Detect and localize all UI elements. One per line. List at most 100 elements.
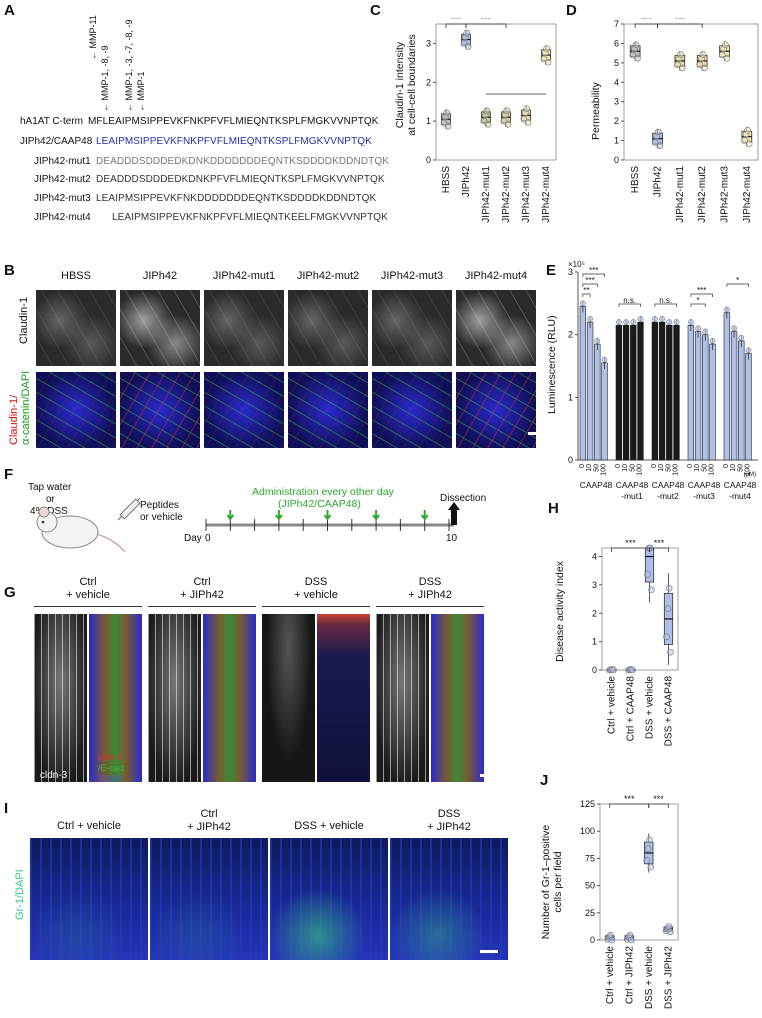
data-point bbox=[643, 857, 651, 864]
bar bbox=[601, 362, 608, 461]
y-tick-label: 5 bbox=[614, 58, 619, 68]
data-point bbox=[659, 316, 665, 322]
y-tick-label: 125 bbox=[580, 799, 595, 809]
seq-row-sequence: MFLEAIPMSIPPEVKFNKPFVFLMIEQNTKSPLFMGKVVN… bbox=[88, 116, 379, 127]
group-label: CAAP48 bbox=[580, 480, 613, 490]
x-tick-label: DSS + vehicle bbox=[644, 946, 655, 1010]
b-column-header: JIPh42-mut4 bbox=[464, 270, 528, 282]
x-tick-label: 10 bbox=[658, 464, 665, 472]
sig-bracket bbox=[609, 803, 650, 808]
y-tick-label: 1 bbox=[592, 637, 597, 647]
x-tick-label: Ctrl + JIPh42 bbox=[624, 946, 635, 1005]
sig-bracket bbox=[465, 23, 507, 28]
sig-label: *** bbox=[624, 794, 635, 804]
admin-arrow bbox=[420, 510, 429, 521]
x-tick-label: HBSS bbox=[441, 166, 452, 194]
data-point bbox=[738, 334, 745, 341]
data-point bbox=[464, 43, 472, 50]
data-point bbox=[723, 54, 731, 62]
b-column-header: JIPh42-mut3 bbox=[380, 270, 444, 282]
sig-bracket bbox=[649, 547, 669, 552]
data-point bbox=[674, 61, 681, 69]
y-tick-label: 0 bbox=[590, 935, 595, 945]
sig-bracket bbox=[611, 547, 650, 552]
data-point bbox=[623, 319, 629, 325]
data-point bbox=[483, 107, 490, 115]
panel-c-ylabel-line2: at cell-cell boundaries bbox=[406, 34, 418, 136]
b-claudin1-image bbox=[36, 290, 116, 366]
x-tick-label: 0 bbox=[723, 464, 730, 468]
b-merge-image bbox=[372, 372, 452, 448]
x-tick-label: 100 bbox=[637, 464, 644, 476]
seq-row-label: JIPh42-mut4 bbox=[34, 212, 91, 223]
data-point bbox=[665, 923, 673, 930]
y-tick-label: 0 bbox=[426, 155, 431, 165]
data-point bbox=[632, 41, 640, 48]
data-point bbox=[443, 109, 451, 116]
panel-j-ylabel-line1: Number of Gr-1–positive bbox=[540, 824, 552, 940]
seq-row-label: JIPh42-mut2 bbox=[34, 174, 91, 185]
sig-label: *** bbox=[654, 540, 665, 548]
sig-bracket bbox=[582, 273, 605, 277]
panel-f-diagram bbox=[36, 497, 460, 553]
data-point bbox=[608, 936, 616, 944]
i-column-header: + JIPh42 bbox=[427, 821, 471, 833]
group-label: CAAP48 bbox=[688, 480, 721, 490]
data-point bbox=[654, 128, 662, 136]
y-tick-label: 4 bbox=[614, 77, 619, 87]
dissection-arrow bbox=[448, 502, 460, 510]
group-label: CAAP48 bbox=[724, 480, 757, 490]
x-tick-label: JIPh42-mut4 bbox=[742, 166, 753, 223]
g-column-header: + vehicle bbox=[294, 589, 338, 601]
data-point bbox=[665, 584, 673, 592]
mouse-illustration bbox=[36, 506, 126, 553]
y-tick-label: 2 bbox=[592, 608, 597, 618]
data-point bbox=[709, 338, 716, 344]
admin-arrow bbox=[275, 510, 283, 521]
x-tick-label: 50 bbox=[593, 464, 600, 472]
data-point bbox=[544, 58, 552, 66]
data-point bbox=[587, 316, 593, 322]
y-tick-label: 50 bbox=[585, 881, 595, 891]
y-tick-label: 4 bbox=[592, 552, 597, 562]
b-column-header: JIPh42 bbox=[142, 270, 178, 282]
b-claudin1-image bbox=[456, 290, 536, 366]
sig-bracket bbox=[690, 303, 706, 307]
x-tick-label: JIPh42-mut1 bbox=[481, 166, 492, 223]
data-point bbox=[678, 64, 686, 72]
data-point bbox=[627, 936, 635, 944]
b-column-header: JIPh42-mut2 bbox=[296, 270, 360, 282]
panel-label-f: F bbox=[4, 466, 14, 483]
data-point bbox=[702, 328, 709, 335]
sig-label: *** bbox=[585, 276, 594, 285]
bar bbox=[637, 321, 644, 461]
data-point bbox=[580, 300, 586, 307]
bar bbox=[666, 324, 673, 461]
i-column-header: Ctrl + vehicle bbox=[57, 820, 121, 832]
data-point bbox=[463, 29, 471, 37]
bar bbox=[730, 331, 738, 461]
y-tick-label: 3 bbox=[614, 97, 619, 107]
data-point bbox=[699, 51, 707, 58]
data-point bbox=[724, 306, 730, 313]
i-gr1-image bbox=[270, 838, 388, 960]
g-merge-image bbox=[89, 614, 142, 782]
timeline-ticks bbox=[205, 510, 450, 531]
data-point bbox=[523, 105, 530, 113]
g-column-header: + JIPh42 bbox=[180, 589, 224, 601]
data-point bbox=[718, 51, 726, 59]
x-tick-label: JIPh42-mut1 bbox=[675, 166, 686, 223]
data-point bbox=[696, 61, 704, 69]
panel-c-ylabel-line1: Claudin-1 intensity bbox=[394, 41, 406, 129]
x-tick-label: 10 bbox=[622, 464, 629, 472]
g-column-header: + vehicle bbox=[66, 589, 110, 601]
data-point bbox=[677, 51, 684, 58]
sig-label: *** bbox=[481, 18, 492, 24]
i-gr1-image bbox=[150, 838, 268, 960]
data-point bbox=[666, 928, 674, 936]
b-merge-image bbox=[456, 372, 536, 448]
g-header-underline bbox=[262, 606, 370, 607]
data-point bbox=[601, 356, 608, 363]
panel-i-row-label: Gr-1/DAPI bbox=[14, 869, 26, 920]
x-tick-label: 0 bbox=[615, 464, 622, 468]
